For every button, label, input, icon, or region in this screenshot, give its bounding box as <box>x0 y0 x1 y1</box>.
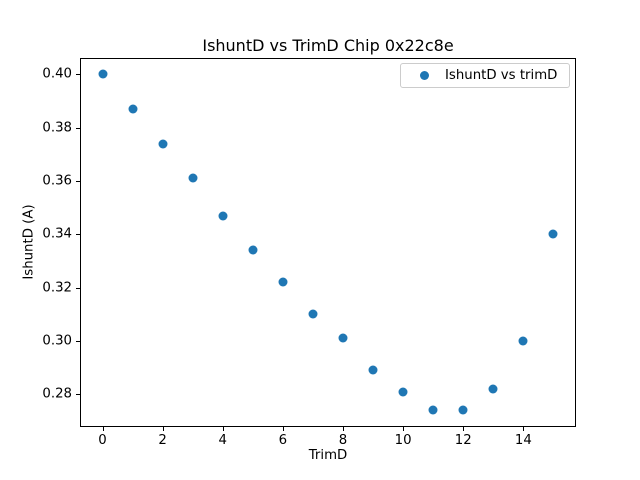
data-point <box>128 104 138 114</box>
data-point <box>518 336 528 346</box>
data-point <box>308 309 318 319</box>
x-tick-label: 0 <box>98 433 107 449</box>
plot-area <box>80 57 576 428</box>
x-tick-mark <box>102 427 104 432</box>
x-tick-label: 2 <box>158 433 167 449</box>
x-tick-label: 14 <box>514 433 532 449</box>
data-point <box>548 229 558 239</box>
y-tick-mark <box>76 127 80 129</box>
data-point <box>188 173 198 183</box>
y-tick-label: 0.38 <box>42 120 72 136</box>
x-tick-mark <box>523 427 525 432</box>
y-tick-label: 0.32 <box>42 280 72 296</box>
y-tick-mark <box>76 181 80 183</box>
x-tick-mark <box>463 427 465 432</box>
x-tick-label: 12 <box>454 433 472 449</box>
x-tick-mark <box>343 427 345 432</box>
data-point <box>428 405 438 415</box>
y-tick-mark <box>76 74 80 76</box>
x-tick-label: 4 <box>218 433 228 449</box>
x-tick-label: 6 <box>278 433 288 449</box>
y-tick-label: 0.28 <box>42 386 72 402</box>
x-axis-label: TrimD <box>308 448 348 463</box>
legend-marker-icon <box>420 71 429 80</box>
y-tick-mark <box>76 394 80 396</box>
data-point <box>368 365 378 375</box>
data-point <box>218 211 228 221</box>
data-point <box>278 277 288 287</box>
y-tick-mark <box>76 287 80 289</box>
data-point <box>488 384 498 394</box>
data-point <box>458 405 468 415</box>
x-tick-mark <box>403 427 405 432</box>
legend: IshuntD vs trimD <box>400 63 570 88</box>
data-point <box>158 139 168 149</box>
chart-title: IshuntD vs TrimD Chip 0x22c8e <box>202 36 454 55</box>
x-tick-mark <box>282 427 284 432</box>
legend-label: IshuntD vs trimD <box>445 68 558 83</box>
x-tick-label: 8 <box>338 433 348 449</box>
y-axis-label: IshuntD (A) <box>21 204 37 280</box>
data-point <box>338 333 348 343</box>
data-point <box>248 245 258 255</box>
data-point <box>398 387 408 397</box>
y-tick-mark <box>76 341 80 343</box>
y-tick-label: 0.34 <box>42 226 72 242</box>
y-tick-label: 0.30 <box>42 333 72 349</box>
data-point <box>98 69 108 79</box>
y-tick-label: 0.40 <box>42 66 72 82</box>
x-tick-mark <box>222 427 224 432</box>
y-tick-label: 0.36 <box>42 173 72 189</box>
x-tick-mark <box>162 427 164 432</box>
y-tick-mark <box>76 234 80 236</box>
x-tick-label: 10 <box>394 433 412 449</box>
